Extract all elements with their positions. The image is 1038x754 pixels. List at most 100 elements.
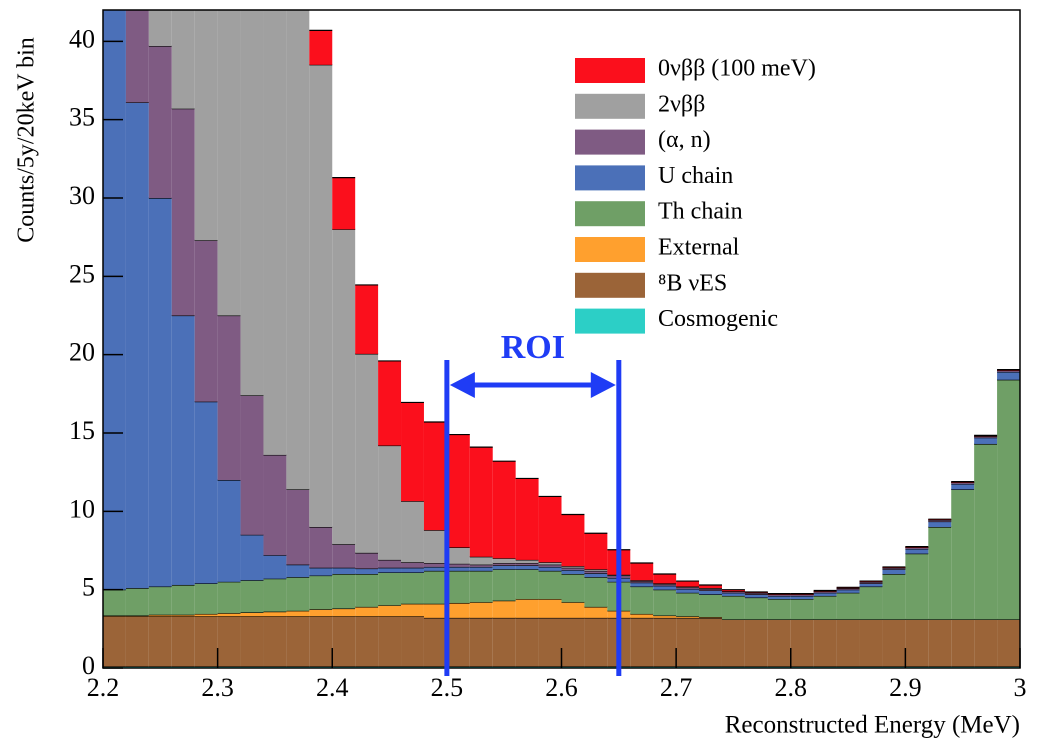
bar-segment	[905, 548, 929, 554]
bar-segment	[332, 616, 356, 667]
bar-segment	[378, 567, 402, 573]
bar-segment	[401, 666, 424, 668]
legend-label: U chain	[658, 163, 733, 189]
legend-label: Cosmogenic	[658, 306, 778, 332]
bar-segment	[974, 436, 998, 438]
bar-segment	[309, 64, 333, 527]
bar-segment	[997, 371, 1020, 380]
bar-segment	[836, 589, 860, 593]
bar-segment	[882, 567, 906, 570]
bar-segment	[538, 599, 562, 618]
bar-segment	[446, 563, 470, 567]
bar-segment	[561, 617, 585, 667]
bar-segment	[103, 589, 126, 616]
bar-segment	[217, 581, 241, 614]
bar-segment	[676, 666, 700, 668]
bar-segment	[401, 616, 424, 667]
bar-segment	[951, 482, 975, 484]
bar-segment	[355, 552, 379, 569]
bar-segment	[103, 616, 126, 667]
bar-segment	[378, 572, 402, 606]
bar-segment	[561, 567, 585, 571]
bar-segment	[653, 584, 677, 586]
bar-segment	[515, 478, 539, 560]
bar-segment	[561, 666, 585, 668]
bar-segment	[240, 612, 264, 617]
bar-segment	[378, 605, 402, 617]
legend-swatch	[575, 129, 645, 155]
bar-segment	[194, 401, 218, 584]
bar-segment	[423, 666, 447, 668]
bar-segment	[332, 177, 356, 230]
y-tick-label: 40	[69, 24, 95, 53]
bar-segment	[148, 666, 172, 668]
legend-swatch	[575, 201, 645, 227]
bar-segment	[584, 573, 608, 578]
bar-segment	[171, 315, 195, 585]
x-tick-label: 2.7	[660, 673, 693, 702]
bar-segment	[125, 666, 149, 668]
bar-segment	[699, 666, 722, 668]
bar-segment	[171, 666, 195, 668]
bar-segment	[263, 611, 287, 617]
bar-segment	[561, 570, 585, 574]
bar-segment	[171, 584, 195, 615]
bar-segment	[125, 10, 149, 103]
bar-segment	[401, 562, 424, 568]
bar-segment	[148, 46, 172, 199]
y-tick-label: 30	[69, 181, 95, 210]
bar-segment	[721, 589, 745, 592]
bar-segment	[882, 569, 906, 574]
bar-segment	[355, 666, 379, 668]
bar-segment	[446, 434, 470, 548]
bar-segment	[286, 10, 310, 490]
bar-segment	[538, 566, 562, 571]
legend-swatch	[575, 165, 645, 191]
y-tick-label: 15	[69, 416, 95, 445]
bar-segment	[355, 606, 379, 617]
y-tick-label: 10	[69, 494, 95, 523]
bar-segment	[676, 616, 700, 618]
bar-segment	[584, 577, 608, 607]
bar-segment	[309, 575, 333, 610]
bar-segment	[492, 563, 516, 566]
bar-segment	[584, 533, 608, 570]
bar-segment	[332, 608, 356, 617]
bar-segment	[125, 102, 149, 589]
bar-segment	[469, 666, 493, 668]
bar-segment	[423, 422, 447, 531]
x-axis-label: Reconstructed Energy (MeV)	[725, 712, 1020, 739]
bar-segment	[744, 594, 768, 598]
bar-segment	[355, 568, 379, 574]
bar-segment	[515, 569, 539, 600]
bar-segment	[813, 592, 837, 596]
bar-segment	[997, 619, 1020, 667]
bar-segment	[286, 564, 310, 578]
bar-segment	[790, 594, 814, 596]
bar-segment	[721, 592, 745, 596]
bar-segment	[469, 602, 493, 618]
bar-segment	[630, 582, 654, 587]
bar-segment	[263, 10, 287, 455]
histogram	[103, 10, 1020, 668]
bar-segment	[905, 547, 929, 549]
bar-segment	[355, 284, 379, 354]
bar-segment	[194, 240, 218, 402]
bar-segment	[951, 483, 975, 490]
bar-segment	[859, 666, 883, 668]
bar-segment	[974, 666, 998, 668]
bar-segment	[194, 10, 218, 241]
bar-segment	[469, 447, 493, 557]
bar-segment	[630, 613, 654, 618]
bar-segment	[446, 617, 470, 667]
bar-segment	[561, 514, 585, 567]
legend-label: Th chain	[658, 199, 743, 225]
bar-segment	[653, 585, 677, 590]
bar-segment	[813, 595, 837, 620]
bar-segment	[263, 616, 287, 667]
bar-segment	[561, 602, 585, 618]
bar-segment	[744, 597, 768, 620]
bar-segment	[194, 583, 218, 614]
bar-segment	[584, 569, 608, 571]
